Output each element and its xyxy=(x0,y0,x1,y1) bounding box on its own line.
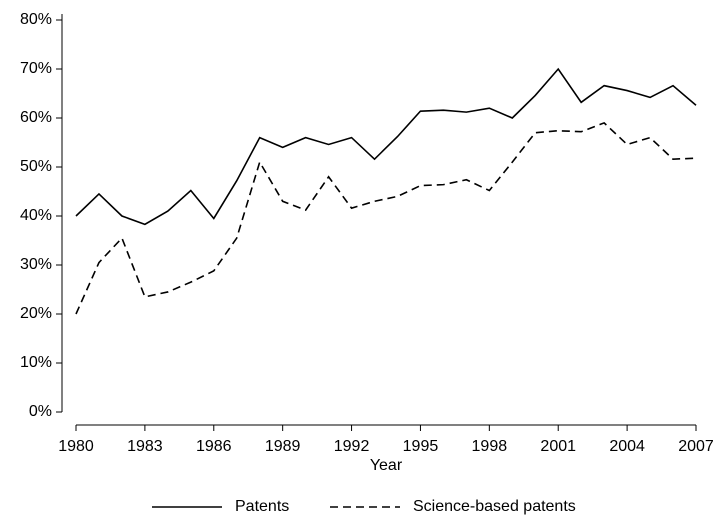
x-tick-label: 1986 xyxy=(196,438,232,455)
y-tick-label: 40% xyxy=(20,207,52,224)
x-tick-label: 2007 xyxy=(678,438,714,455)
y-tick-label: 70% xyxy=(20,60,52,77)
x-tick-label: 2001 xyxy=(540,438,576,455)
x-tick-label: 1995 xyxy=(403,438,439,455)
x-tick-label: 1998 xyxy=(472,438,508,455)
y-tick-label: 50% xyxy=(20,158,52,175)
legend-label: Science-based patents xyxy=(413,498,576,515)
y-tick-label: 60% xyxy=(20,109,52,126)
x-axis-label: Year xyxy=(370,457,403,474)
legend-label: Patents xyxy=(235,498,289,515)
y-tick-label: 80% xyxy=(20,11,52,28)
y-tick-label: 20% xyxy=(20,305,52,322)
line-series xyxy=(75,121,697,315)
x-tick-label: 2004 xyxy=(609,438,645,455)
x-tick-label: 1992 xyxy=(334,438,370,455)
y-tick-label: 30% xyxy=(20,256,52,273)
x-tick-label: 1980 xyxy=(58,438,94,455)
x-tick-label: 1989 xyxy=(265,438,301,455)
y-tick-label: 0% xyxy=(29,403,52,420)
line-series xyxy=(75,67,697,226)
y-tick-label: 10% xyxy=(20,354,52,371)
x-tick-label: 1983 xyxy=(127,438,163,455)
